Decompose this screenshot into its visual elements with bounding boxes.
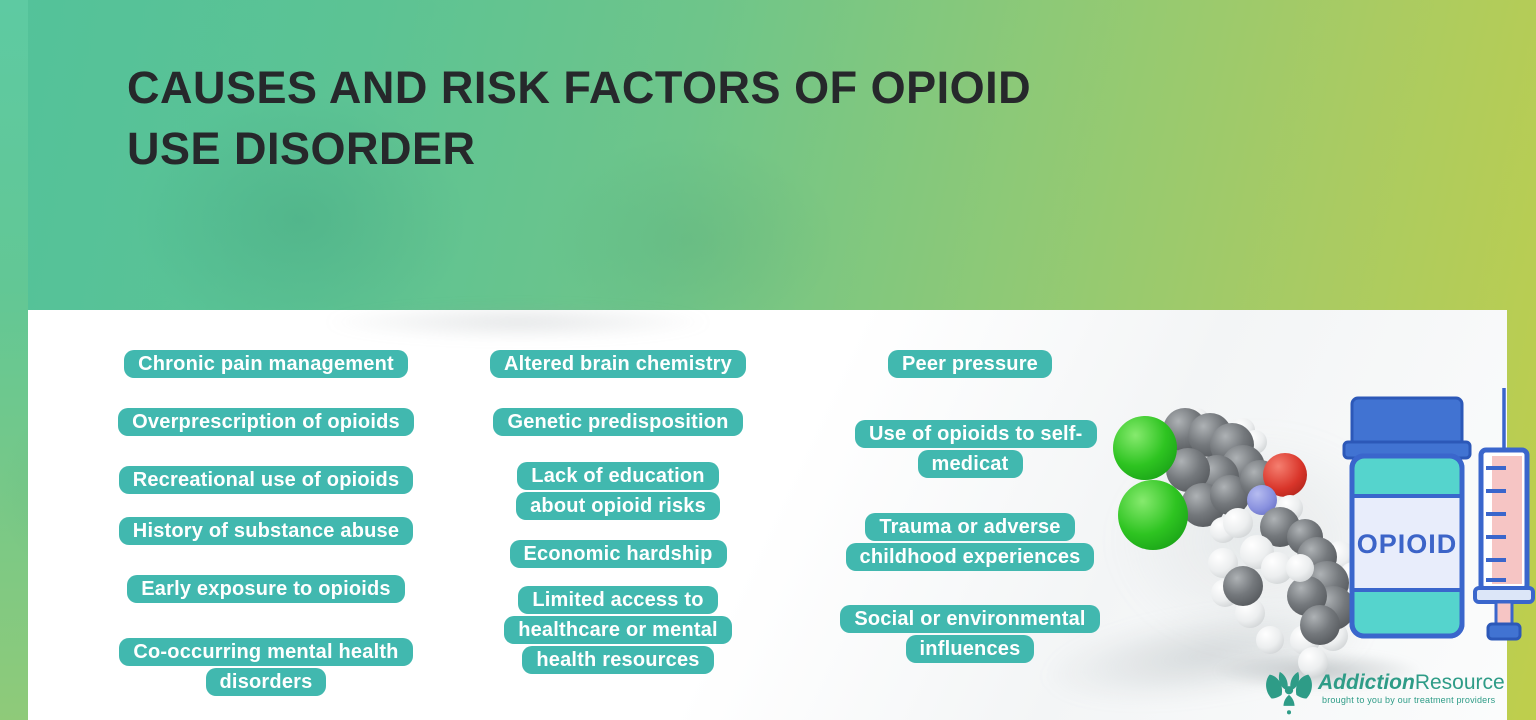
- factor-label: Chronic pain management: [124, 350, 408, 378]
- factor-pill: Altered brain chemistry: [448, 349, 788, 379]
- factor-label: Use of opioids to self-medicat: [855, 420, 1097, 478]
- factor-pill: Overprescription of opioids: [96, 407, 436, 437]
- panel-shading: [258, 298, 778, 346]
- factor-label: Recreational use of opioids: [118, 466, 414, 494]
- factor-label: Altered brain chemistry: [489, 350, 746, 378]
- factor-pill: Limited access to healthcare or mental h…: [448, 585, 788, 675]
- factor-label: Social or environmental influences: [840, 605, 1100, 663]
- factor-label: Early exposure to opioids: [127, 575, 405, 603]
- factor-label: Co-occurring mental health disorders: [119, 638, 413, 696]
- factor-label: Genetic predisposition: [493, 408, 743, 436]
- background-left-strip: [0, 0, 28, 720]
- factor-pill: Recreational use of opioids: [96, 465, 436, 495]
- factor-pill: Social or environmental influences: [798, 604, 1142, 664]
- factor-label: Economic hardship: [509, 540, 727, 568]
- factor-label: Peer pressure: [887, 350, 1053, 378]
- factor-label: Lack of education about opioid risks: [516, 462, 720, 520]
- factor-pill: History of substance abuse: [96, 516, 436, 546]
- factor-label: History of substance abuse: [118, 517, 414, 545]
- logo-wordmark: AddictionResource: [1318, 672, 1505, 694]
- factor-pill: Chronic pain management: [96, 349, 436, 379]
- factor-pill: Genetic predisposition: [448, 407, 788, 437]
- factor-label: Limited access to healthcare or mental h…: [504, 586, 732, 674]
- factor-pill: Co-occurring mental health disorders: [96, 637, 436, 697]
- logo-flower-icon: [1266, 671, 1312, 715]
- factor-label: Trauma or adverse childhood experiences: [845, 513, 1095, 571]
- factor-pill: Early exposure to opioids: [96, 574, 436, 604]
- addiction-resource-logo: AddictionResource brought to you by our …: [1264, 668, 1505, 716]
- factor-pill: Trauma or adverse childhood experiences: [798, 512, 1142, 572]
- logo-tagline: brought to you by our treatment provider…: [1322, 695, 1496, 705]
- factor-pill: Economic hardship: [448, 539, 788, 569]
- factor-pill: Use of opioids to self-medicat: [798, 419, 1142, 479]
- page-title: CAUSES AND RISK FACTORS OF OPIOID USE DI…: [127, 62, 1032, 174]
- factor-label: Overprescription of opioids: [118, 408, 414, 436]
- factor-pill: Lack of education about opioid risks: [448, 461, 788, 521]
- logo-wordmark-bold: Addiction: [1318, 671, 1415, 694]
- factor-pill: Peer pressure: [798, 349, 1142, 379]
- logo-wordmark-light: Resource: [1414, 671, 1505, 694]
